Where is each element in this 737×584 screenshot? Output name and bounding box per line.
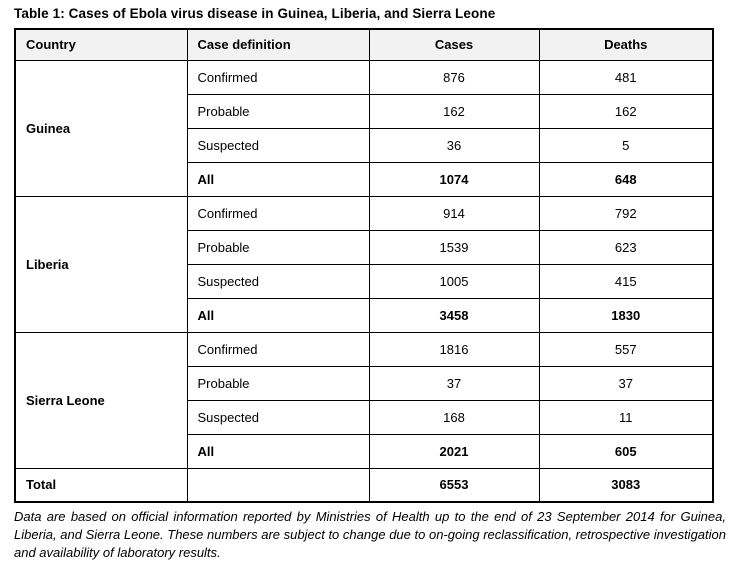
cases-cell: 2021 [368, 433, 540, 469]
country-cell-liberia: Liberia [14, 195, 188, 333]
deaths-cell: 162 [538, 93, 714, 129]
deaths-cell: 5 [538, 127, 714, 163]
table-row-all: All 3458 1830 [15, 297, 714, 333]
case-definition-cell: Confirmed [186, 59, 370, 95]
case-definition-cell: Confirmed [186, 331, 370, 367]
case-definition-cell: All [186, 161, 370, 197]
case-definition-cell: Probable [186, 93, 370, 129]
case-definition-cell: Probable [186, 229, 370, 265]
cases-cell: 1074 [368, 161, 540, 197]
table-body: Guinea Confirmed 876 481 Probable 162 16… [14, 59, 714, 503]
deaths-cell: 37 [538, 365, 714, 401]
ebola-cases-table: Country Case definition Cases Deaths Gui… [14, 28, 714, 503]
deaths-cell: 792 [538, 195, 714, 231]
cases-cell: 162 [368, 93, 540, 129]
cases-cell: 168 [368, 399, 540, 435]
deaths-cell: 481 [538, 59, 714, 95]
table-row: Probable 162 162 [15, 93, 714, 129]
document-page: Table 1: Cases of Ebola virus disease in… [14, 6, 726, 560]
deaths-cell: 1830 [538, 297, 714, 333]
header-cell-deaths: Deaths [538, 28, 714, 61]
table-row-total: Total 6553 3083 [14, 467, 714, 503]
country-cell-guinea: Guinea [14, 59, 188, 197]
deaths-cell: 623 [538, 229, 714, 265]
header-row: Country Case definition Cases Deaths [14, 28, 714, 61]
table-row: Sierra Leone Confirmed 1816 557 [14, 331, 714, 469]
table-row: Probable 1539 623 [15, 229, 714, 265]
header-cell-country: Country [14, 28, 188, 61]
total-deaths-cell: 3083 [538, 467, 714, 503]
total-cases-cell: 6553 [368, 467, 540, 503]
total-label-cell: Total [14, 467, 188, 503]
footnote: Data are based on official information r… [14, 509, 726, 560]
case-definition-cell: Probable [186, 365, 370, 401]
case-definition-cell: Suspected [186, 127, 370, 163]
deaths-cell: 415 [538, 263, 714, 299]
table-row: Guinea Confirmed 876 481 [14, 59, 714, 197]
case-definition-cell: All [186, 433, 370, 469]
cases-cell: 914 [368, 195, 540, 231]
cases-cell: 37 [368, 365, 540, 401]
cases-cell: 1005 [368, 263, 540, 299]
case-definition-cell: Suspected [186, 263, 370, 299]
deaths-cell: 11 [538, 399, 714, 435]
case-definition-cell: All [186, 297, 370, 333]
cases-cell: 1539 [368, 229, 540, 265]
country-cell-sierra-leone: Sierra Leone [14, 331, 188, 469]
deaths-cell: 557 [538, 331, 714, 367]
header-cell-case-definition: Case definition [186, 28, 370, 61]
table-row: Suspected 36 5 [15, 127, 714, 163]
cases-cell: 876 [368, 59, 540, 95]
cases-cell: 3458 [368, 297, 540, 333]
table-row: Liberia Confirmed 914 792 [14, 195, 714, 333]
table-row-all: All 1074 648 [15, 161, 714, 197]
case-definition-cell: Confirmed [186, 195, 370, 231]
case-definition-cell: Suspected [186, 399, 370, 435]
table-header: Country Case definition Cases Deaths [14, 28, 714, 61]
header-cell-cases: Cases [368, 28, 540, 61]
cases-cell: 1816 [368, 331, 540, 367]
deaths-cell: 605 [538, 433, 714, 469]
empty-cell [186, 467, 370, 503]
page-title: Table 1: Cases of Ebola virus disease in… [14, 6, 496, 21]
deaths-cell: 648 [538, 161, 714, 197]
cases-cell: 36 [368, 127, 540, 163]
